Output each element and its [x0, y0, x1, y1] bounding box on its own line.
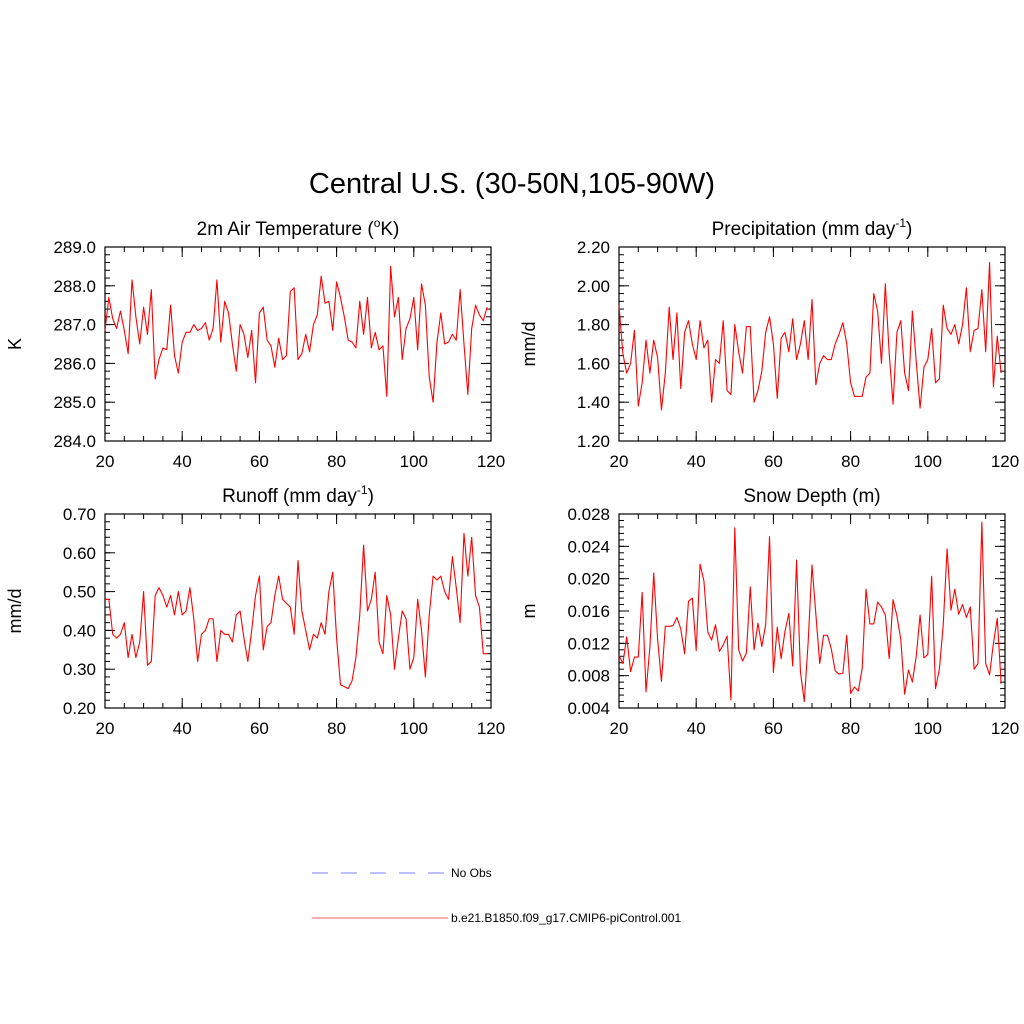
y-tick-label: 0.60 — [63, 544, 96, 563]
series-line-precipitation — [618, 261, 1002, 411]
panel-title-text: Snow Depth (m) — [743, 486, 880, 507]
y-tick-label: 0.70 — [63, 505, 96, 524]
panel-title-text: Runoff (mm day — [222, 486, 357, 507]
plot-frame-precipitation — [618, 246, 1006, 442]
x-tick-label: 100 — [400, 719, 428, 738]
y-axis-title-snow-depth: m — [519, 604, 539, 619]
y-tick-label: 0.004 — [567, 699, 610, 718]
plot-frame-runoff — [104, 513, 492, 709]
panel-temperature: 2m Air Temperature (oK) K 20 40 60 80 100 120 28… — [5, 216, 505, 471]
plot-frame-snow-depth — [618, 513, 1006, 709]
panel-title-superscript: -1 — [895, 216, 906, 230]
panel-title-text-end: ) — [368, 486, 374, 507]
x-tick-label: 80 — [327, 452, 346, 471]
y-tick-label: 2.00 — [577, 277, 610, 296]
series-line-runoff — [105, 532, 488, 690]
x-tick-label: 80 — [841, 719, 860, 738]
legend: No Obs b.e21.B1850.f09_g17.CMIP6-piContro… — [312, 866, 681, 925]
legend-label-2: b.e21.B1850.f09_g17.CMIP6-piControl.001 — [451, 911, 681, 925]
x-tick-label: 100 — [914, 719, 942, 738]
panel-group: 2m Air Temperature (oK) K 20 40 60 80 100 120 28… — [5, 216, 1019, 738]
series-line-temperature — [104, 265, 488, 403]
x-tick-label: 120 — [477, 719, 505, 738]
x-tick-label: 100 — [914, 452, 942, 471]
x-tick-label: 40 — [173, 719, 192, 738]
x-tick-label: 20 — [96, 719, 115, 738]
panel-title-text-end: ) — [906, 219, 912, 240]
panel-title-text: Precipitation (mm day — [712, 219, 896, 240]
y-tick-label: 0.012 — [567, 634, 610, 653]
panel-title-precipitation: Precipitation (mm day-1) — [712, 216, 913, 240]
x-tick-label: 80 — [841, 452, 860, 471]
panel-snow-depth: Snow Depth (m) m 20 40 60 80 100 120 0.004 0.008 0… — [519, 486, 1019, 738]
series-line-snow-depth — [618, 521, 1002, 703]
y-tick-label: 288.0 — [53, 277, 96, 296]
panel-title-snow-depth: Snow Depth (m) — [743, 486, 880, 507]
x-tick-label: 80 — [327, 719, 346, 738]
y-axis-title-temperature: K — [5, 338, 25, 350]
x-tick-label: 40 — [173, 452, 192, 471]
x-tick-label: 20 — [96, 452, 115, 471]
x-tick-label: 20 — [610, 719, 629, 738]
y-tick-label: 289.0 — [53, 238, 96, 257]
x-tick-label: 120 — [991, 452, 1019, 471]
y-tick-label: 1.60 — [577, 354, 610, 373]
y-tick-label: 1.40 — [577, 393, 610, 412]
y-tick-label: 1.20 — [577, 432, 610, 451]
y-tick-label: 287.0 — [53, 316, 96, 335]
y-tick-label: 0.40 — [63, 621, 96, 640]
y-tick-label: 0.30 — [63, 660, 96, 679]
y-axis-title-runoff: mm/d — [5, 589, 25, 634]
y-tick-label: 0.20 — [63, 699, 96, 718]
y-tick-label: 1.80 — [577, 316, 610, 335]
y-tick-label: 0.016 — [567, 602, 610, 621]
x-tick-label: 60 — [250, 719, 269, 738]
x-tick-label: 120 — [477, 452, 505, 471]
y-tick-label: 285.0 — [53, 393, 96, 412]
panel-title-superscript: -1 — [357, 483, 368, 497]
panel-runoff: Runoff (mm day-1) mm/d 20 40 60 80 100 120 0.20 0… — [5, 483, 505, 738]
panel-title-superscript: o — [374, 216, 381, 230]
legend-label-1: No Obs — [451, 866, 492, 880]
x-tick-label: 40 — [687, 452, 706, 471]
x-tick-label: 40 — [687, 719, 706, 738]
y-tick-label: 284.0 — [53, 432, 96, 451]
y-tick-label: 286.0 — [53, 354, 96, 373]
figure-title: Central U.S. (30-50N,105-90W) — [309, 168, 715, 200]
y-tick-label: 0.020 — [567, 570, 610, 589]
y-axis-title-precipitation: mm/d — [519, 322, 539, 367]
x-tick-label: 60 — [250, 452, 269, 471]
panel-title-temperature: 2m Air Temperature (oK) — [197, 216, 400, 240]
y-tick-label: 0.50 — [63, 583, 96, 602]
x-tick-label: 20 — [610, 452, 629, 471]
y-tick-label: 2.20 — [577, 238, 610, 257]
y-tick-label: 0.008 — [567, 667, 610, 686]
x-tick-label: 60 — [764, 452, 783, 471]
x-tick-label: 60 — [764, 719, 783, 738]
y-tick-label: 0.028 — [567, 505, 610, 524]
x-tick-label: 120 — [991, 719, 1019, 738]
panel-title-text: 2m Air Temperature ( — [197, 219, 375, 240]
y-tick-label: 0.024 — [567, 537, 610, 556]
panel-title-text-end: K) — [380, 219, 399, 240]
panel-title-runoff: Runoff (mm day-1) — [222, 483, 374, 507]
plot-frame-temperature — [104, 246, 492, 442]
panel-precipitation: Precipitation (mm day-1) mm/d 20 40 60 80 100 1… — [519, 216, 1019, 471]
x-tick-label: 100 — [400, 452, 428, 471]
